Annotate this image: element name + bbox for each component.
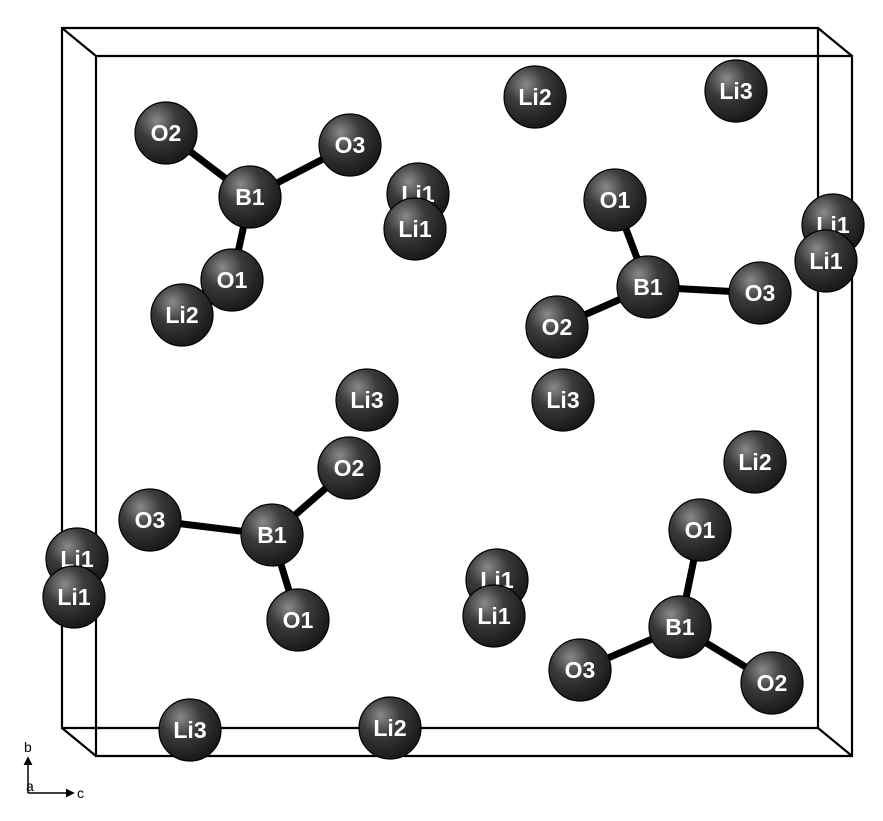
atom-label: Li3 — [719, 78, 752, 104]
atom-o1: O1 — [267, 589, 329, 651]
atom-label: Li2 — [373, 715, 406, 741]
atom-li3: Li3 — [336, 369, 398, 431]
atom-label: Li1 — [57, 584, 90, 610]
atom-li2: Li2 — [724, 431, 786, 493]
atom-label: B1 — [633, 274, 663, 300]
atom-o3: O3 — [729, 262, 791, 324]
atom-li3: Li3 — [532, 369, 594, 431]
atom-o2: O2 — [318, 437, 380, 499]
atom-label: O3 — [745, 280, 776, 306]
atom-label: O3 — [335, 132, 366, 158]
atom-li2: Li2 — [359, 697, 421, 759]
atom-li1: Li1 — [43, 566, 105, 628]
atom-li3: Li3 — [705, 60, 767, 122]
atom-label: Li2 — [518, 84, 551, 110]
atom-label: O1 — [685, 517, 716, 543]
atom-o2: O2 — [135, 102, 197, 164]
atom-label: O2 — [757, 670, 788, 696]
atom-label: O3 — [135, 507, 166, 533]
atom-li1: Li1 — [795, 230, 857, 292]
atom-label: Li2 — [165, 302, 198, 328]
atom-label: O1 — [283, 607, 314, 633]
atom-label: Li3 — [350, 387, 383, 413]
atom-li1: Li1 — [463, 585, 525, 647]
atom-li1: Li1 — [384, 198, 446, 260]
atom-label: O2 — [334, 455, 365, 481]
atom-b1: B1 — [219, 166, 281, 228]
crystal-structure-diagram: Li2 Li3 O2 O3 B1 O1 Li1 Li1 O1 B1 O2 O3 Li1 Li1 Li2 Li3… — [0, 0, 883, 821]
atom-li2: Li2 — [504, 66, 566, 128]
atom-label: O3 — [565, 657, 596, 683]
axis-label-c: c — [77, 785, 84, 801]
atom-label: Li3 — [546, 387, 579, 413]
atom-label: O1 — [600, 187, 631, 213]
atom-label: Li2 — [738, 449, 771, 475]
atoms-group: Li2 Li3 O2 O3 B1 O1 Li1 Li1 O1 B1 O2 O3 Li1 Li1 Li2 Li3… — [43, 60, 864, 761]
atom-label: B1 — [235, 184, 265, 210]
atom-b1: B1 — [241, 504, 303, 566]
atom-label: B1 — [257, 522, 287, 548]
atom-label: Li1 — [809, 248, 842, 274]
atom-label: Li1 — [477, 603, 510, 629]
atom-o2: O2 — [741, 652, 803, 714]
axes-indicator: b c a — [24, 739, 84, 801]
atom-label: O1 — [217, 267, 248, 293]
atom-o1: O1 — [584, 169, 646, 231]
atom-o2: O2 — [526, 296, 588, 358]
atom-label: Li3 — [173, 717, 206, 743]
atom-li3: Li3 — [159, 699, 221, 761]
atom-label: Li1 — [398, 216, 431, 242]
atom-b1: B1 — [649, 596, 711, 658]
axis-label-b: b — [24, 739, 32, 755]
atom-label: O2 — [542, 314, 573, 340]
atom-li2: Li2 — [151, 284, 213, 346]
atom-o3: O3 — [119, 489, 181, 551]
atom-o3: O3 — [319, 114, 381, 176]
atom-label: O2 — [151, 120, 182, 146]
atom-b1: B1 — [617, 256, 679, 318]
atom-o1: O1 — [669, 499, 731, 561]
atom-o3: O3 — [549, 639, 611, 701]
axis-label-a: a — [26, 778, 34, 794]
atom-label: B1 — [665, 614, 695, 640]
